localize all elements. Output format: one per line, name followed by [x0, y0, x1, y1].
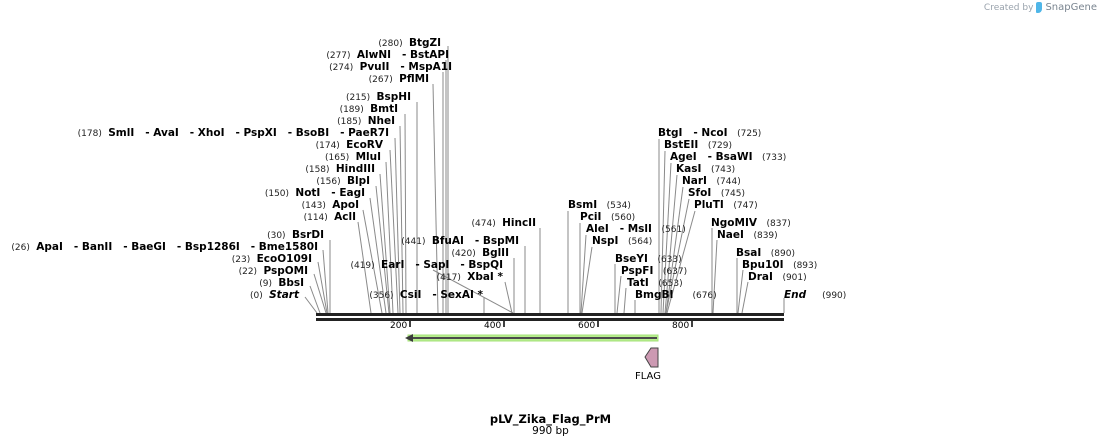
- tick-label: 600: [578, 321, 596, 331]
- snapgene-logo-icon: [1036, 2, 1043, 13]
- enzyme-label[interactable]: PluTI (747): [694, 199, 758, 211]
- tick-label: 400: [484, 321, 502, 331]
- enzyme-label[interactable]: BseYI (633): [615, 253, 682, 265]
- enzyme-label[interactable]: (419) EarI - SapI - BspQI: [350, 259, 503, 271]
- enzyme-label[interactable]: BstEII (729): [664, 139, 733, 151]
- enzyme-label[interactable]: (156) BlpI: [316, 175, 370, 187]
- enzyme-label[interactable]: (143) ApoI: [301, 199, 359, 211]
- enzyme-label[interactable]: (178) SmlI - AvaI - XhoI - PspXI - BsoBI…: [77, 127, 389, 139]
- enzyme-label[interactable]: SfoI (745): [688, 187, 746, 199]
- enzyme-label[interactable]: (267) PflMI: [368, 73, 429, 85]
- enzyme-label[interactable]: AleI - MslI (561): [586, 223, 686, 235]
- enzyme-label[interactable]: (165) MluI: [325, 151, 381, 163]
- enzyme-label[interactable]: (158) HindIII: [305, 163, 375, 175]
- end-label: End (990): [784, 289, 847, 301]
- enzyme-label[interactable]: (420) BglII: [451, 247, 510, 259]
- enzyme-label[interactable]: DraI (901): [748, 271, 807, 283]
- enzyme-label[interactable]: (189) BmtI: [339, 103, 398, 115]
- enzyme-label[interactable]: (114) AclI: [303, 211, 356, 223]
- ruler-ticks: [409, 321, 693, 327]
- enzyme-label[interactable]: BsaI (890): [736, 247, 795, 259]
- enzyme-label[interactable]: NaeI (839): [717, 229, 778, 241]
- enzyme-label[interactable]: (474) HincII: [471, 217, 536, 229]
- enzyme-label[interactable]: (150) NotI - EagI: [264, 187, 365, 199]
- cut-site-leader-lines: [304, 46, 785, 314]
- enzyme-label[interactable]: (277) AlwNI - BstAPI: [326, 49, 449, 61]
- enzyme-label[interactable]: (185) NheI: [337, 115, 395, 127]
- enzyme-label[interactable]: (274) PvuII - MspA1I: [329, 61, 452, 73]
- map-length: 990 bp: [532, 425, 569, 437]
- enzyme-label[interactable]: (356) CsiI - SexAI *: [369, 289, 483, 301]
- enzyme-label[interactable]: (30) BsrDI: [267, 229, 324, 241]
- enzyme-label[interactable]: (23) EcoO109I: [231, 253, 312, 265]
- enzyme-label[interactable]: BmgBI (676): [635, 289, 717, 301]
- snapgene-credit: Created by SnapGene: [984, 2, 1097, 13]
- enzyme-label[interactable]: TatI (653): [627, 277, 683, 289]
- enzyme-label[interactable]: (280) BtgZI: [378, 37, 441, 49]
- flag-feature: [644, 347, 659, 368]
- credit-brand: SnapGene: [1045, 2, 1097, 13]
- enzyme-label[interactable]: PciI (560): [580, 211, 636, 223]
- flag-feature-label[interactable]: FLAG: [635, 371, 661, 382]
- enzyme-label[interactable]: BtgI - NcoI (725): [658, 127, 762, 139]
- enzyme-label[interactable]: PspFI (637): [621, 265, 688, 277]
- tick-label: 800: [672, 321, 690, 331]
- tick-label: 200: [390, 321, 408, 331]
- enzyme-label[interactable]: BsmI (534): [568, 199, 631, 211]
- credit-prefix: Created by: [983, 2, 1034, 13]
- enzyme-label[interactable]: Bpu10I (893): [742, 259, 818, 271]
- enzyme-label[interactable]: (215) BspHI: [345, 91, 411, 103]
- start-label: (0) Start: [250, 289, 299, 301]
- enzyme-label[interactable]: NgoMIV (837): [711, 217, 791, 229]
- enzyme-label[interactable]: NarI (744): [682, 175, 741, 187]
- orf-feature-arrow: [405, 334, 659, 342]
- enzyme-label[interactable]: NspI (564): [592, 235, 653, 247]
- enzyme-label[interactable]: (9) BbsI: [259, 277, 304, 289]
- map-title: pLV_Zika_Flag_PrM: [489, 412, 612, 426]
- enzyme-label[interactable]: (174) EcoRV: [315, 139, 383, 151]
- enzyme-label[interactable]: (26) ApaI - BanII - BaeGI - Bsp1286I - B…: [11, 241, 318, 253]
- enzyme-label[interactable]: (441) BfuAI - BspMI: [401, 235, 519, 247]
- enzyme-label[interactable]: (22) PspOMI: [238, 265, 308, 277]
- enzyme-label[interactable]: AgeI - BsaWI (733): [670, 151, 787, 163]
- enzyme-label[interactable]: KasI (743): [676, 163, 736, 175]
- enzyme-label[interactable]: (417) XbaI *: [436, 271, 503, 283]
- backbone: [316, 313, 784, 321]
